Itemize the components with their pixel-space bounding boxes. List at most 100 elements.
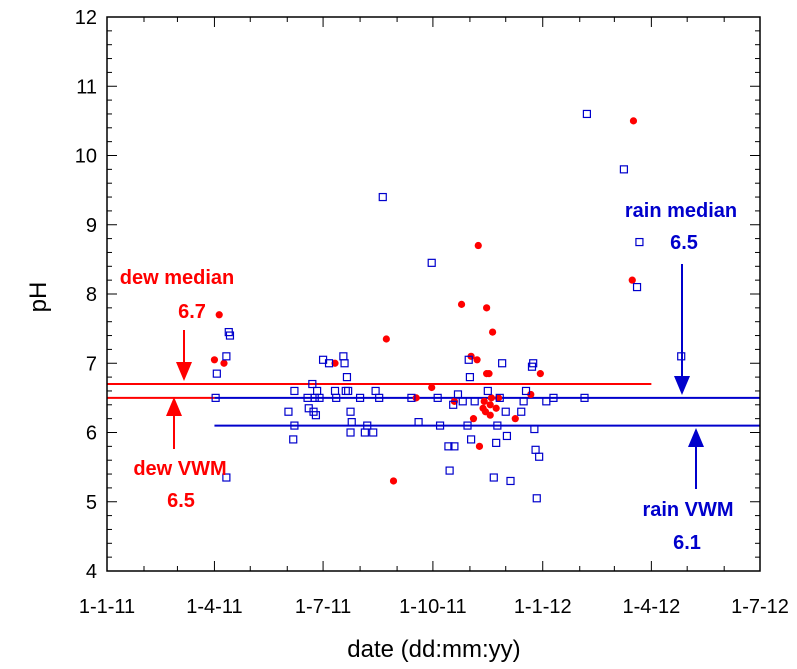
- rain-point: [453, 390, 463, 399]
- y-tick-label: 10: [75, 146, 97, 168]
- rain-point: [542, 397, 551, 406]
- rain-point: [313, 386, 322, 396]
- rain-point: [375, 393, 384, 402]
- dew-point: [457, 300, 466, 308]
- dew-point: [536, 370, 544, 378]
- rain-point: [339, 352, 348, 361]
- annotation-dew-vwm: dew VWM 6.5: [133, 397, 227, 512]
- rain-point: [483, 386, 492, 396]
- rain-point: [632, 282, 642, 292]
- rain-point: [458, 397, 467, 406]
- rain-point: [308, 379, 317, 389]
- dew-point: [389, 477, 398, 485]
- dew-point: [485, 370, 493, 378]
- rain-point: [435, 421, 445, 430]
- rain-point: [635, 237, 644, 247]
- y-tick-label: 7: [86, 353, 97, 375]
- rain-point: [363, 421, 372, 430]
- y-tick-label: 9: [86, 215, 97, 237]
- dew-point: [474, 241, 482, 250]
- rain-point: [290, 421, 299, 430]
- rain-point: [467, 435, 476, 444]
- rain-point: [449, 400, 458, 409]
- rain-point: [444, 442, 453, 451]
- dew-point: [487, 394, 495, 402]
- data-points: [210, 109, 686, 503]
- rain-point: [502, 431, 512, 441]
- dew-point: [480, 397, 488, 405]
- rain-point: [341, 386, 350, 396]
- dew-point: [492, 404, 500, 412]
- x-tick-label: 1-10-11: [399, 596, 466, 618]
- rain-point: [332, 393, 341, 402]
- dew-point: [629, 117, 638, 125]
- rain-point: [492, 438, 501, 447]
- rain-point: [530, 424, 539, 434]
- rain-point: [582, 109, 592, 119]
- rain-point: [284, 407, 293, 416]
- rain-point: [407, 393, 416, 402]
- rain-point: [531, 445, 540, 454]
- rain-point: [521, 386, 531, 396]
- rain-point: [464, 355, 473, 364]
- x-tick-label: 1-4-11: [186, 596, 242, 618]
- rain-point: [445, 466, 454, 475]
- dew-vwm-arrowhead: [166, 397, 182, 416]
- rain-point: [289, 435, 298, 444]
- rain-point: [501, 407, 510, 416]
- rain-point: [212, 369, 221, 378]
- rain-point: [342, 373, 352, 382]
- dew-vwm-label: dew VWM: [133, 458, 226, 480]
- rain-point: [495, 393, 504, 402]
- x-tick-label: 1-4-12: [622, 596, 680, 618]
- x-tick-label: 1-1-12: [514, 596, 572, 618]
- rain-point: [355, 393, 365, 402]
- x-tick-label: 1-7-12: [731, 596, 789, 618]
- rain-point: [346, 428, 355, 437]
- dew-point: [486, 401, 494, 409]
- rain-vwm-value: 6.1: [673, 532, 701, 554]
- dew-point: [210, 356, 219, 364]
- rain-point: [222, 352, 231, 361]
- dew-point: [473, 356, 481, 364]
- rain-point: [619, 165, 629, 174]
- rain-vwm-arrowhead: [688, 428, 704, 447]
- dew-point: [486, 411, 494, 419]
- rain-point: [489, 473, 498, 482]
- rain-point: [470, 397, 479, 406]
- rain-point: [290, 386, 299, 396]
- rain-point: [529, 359, 538, 368]
- rain-point: [225, 331, 235, 340]
- dew-point: [220, 359, 228, 367]
- rain-point: [346, 407, 355, 416]
- rain-point: [324, 359, 334, 368]
- x-tick-label: 1-1-11: [79, 596, 135, 618]
- rain-point: [378, 192, 387, 202]
- dew-point: [331, 359, 339, 367]
- plot-frame: [106, 16, 761, 572]
- dew-point: [382, 335, 390, 343]
- rain-point: [369, 428, 378, 437]
- y-axis-title: pH: [25, 282, 52, 313]
- dew-point: [475, 442, 484, 450]
- rain-median-label: rain median: [625, 200, 737, 222]
- rain-point: [549, 393, 558, 402]
- rain-point: [580, 393, 589, 402]
- dew-point: [483, 304, 491, 312]
- x-tick-label: 1-7-11: [295, 596, 351, 618]
- y-tick-label: 4: [86, 561, 97, 583]
- dew-point: [215, 311, 223, 319]
- rain-point: [517, 407, 526, 416]
- dew-point: [488, 328, 497, 336]
- rain-median-arrowhead: [674, 376, 690, 395]
- dew-vwm-value: 6.5: [167, 490, 195, 512]
- rain-point: [371, 386, 380, 396]
- annotation-rain-median: rain median 6.5: [625, 200, 737, 395]
- dew-median-value: 6.7: [178, 301, 206, 323]
- y-tick-label: 12: [75, 7, 97, 29]
- rain-point: [427, 258, 436, 267]
- rain-point: [360, 428, 369, 437]
- annotation-rain-vwm: rain VWM 6.1: [642, 428, 734, 554]
- dew-median-arrowhead: [176, 362, 192, 381]
